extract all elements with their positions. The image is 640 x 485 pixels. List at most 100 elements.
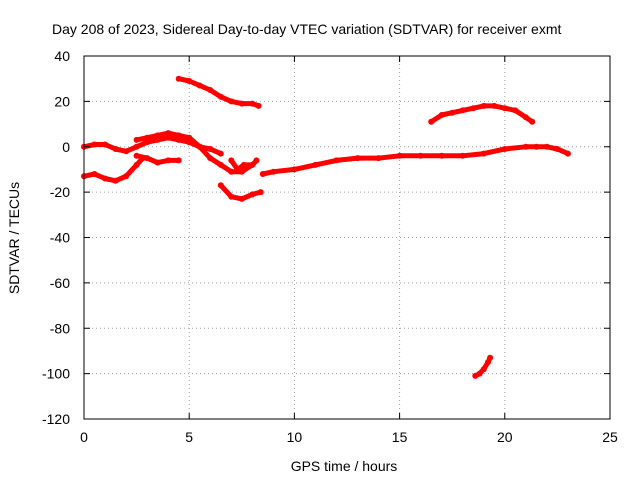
data-point-arc-8	[438, 152, 445, 159]
data-point-arc-8	[417, 152, 424, 159]
data-point-arc-3	[175, 157, 182, 164]
data-point-arc-4	[253, 157, 260, 164]
data-point-arc-3	[154, 159, 161, 166]
data-point-arc-1	[123, 148, 130, 155]
data-point-arc-8	[375, 155, 382, 162]
data-point-arc-5	[186, 78, 193, 84]
data-point-arc-2	[102, 175, 108, 182]
data-point-arc-5	[207, 87, 214, 93]
data-point-arc-3	[133, 152, 140, 159]
y-tick-label: 20	[54, 93, 70, 109]
data-point-arc-4	[228, 168, 235, 175]
data-point-arc-1	[217, 150, 224, 157]
data-point-arc-7	[228, 157, 235, 164]
y-tick-label: -80	[50, 320, 70, 336]
data-point-arc-1	[102, 141, 108, 148]
data-point-arc-4	[154, 132, 161, 139]
data-point-arc-10	[487, 354, 494, 361]
data-point-arc-6	[238, 195, 245, 202]
data-point-arc-8	[543, 143, 550, 150]
data-point-arc-8	[270, 168, 277, 175]
data-point-arc-8	[291, 166, 298, 173]
data-point-arc-8	[480, 150, 487, 157]
y-axis-label: SDTVAR / TECUs	[6, 182, 22, 294]
data-point-arc-5	[228, 98, 235, 105]
y-tick-label: -120	[42, 411, 70, 427]
x-tick-label: 5	[185, 429, 193, 445]
data-point-arc-1	[91, 141, 98, 148]
data-point-arc-1	[207, 146, 214, 152]
data-point-arc-4	[186, 134, 193, 141]
data-layer	[81, 75, 571, 379]
data-point-arc-8	[554, 146, 561, 152]
data-point-arc-4	[175, 132, 182, 139]
data-point-arc-8	[564, 150, 571, 157]
data-point-arc-4	[196, 143, 203, 150]
data-point-arc-4	[133, 136, 140, 143]
data-point-arc-1	[112, 146, 119, 152]
data-point-arc-9	[459, 107, 466, 114]
data-point-arc-2	[133, 161, 140, 168]
data-point-arc-4	[217, 161, 224, 168]
y-tick-label: 0	[62, 139, 70, 155]
series-line-arc-7	[228, 157, 255, 172]
y-tick-label: -20	[50, 184, 70, 200]
data-point-arc-4	[144, 134, 151, 141]
data-point-arc-7	[249, 161, 256, 168]
data-point-arc-8	[459, 152, 466, 159]
x-tick-label: 20	[497, 429, 513, 445]
data-point-arc-5	[255, 102, 262, 109]
data-point-arc-8	[533, 143, 540, 150]
data-point-arc-8	[501, 146, 508, 152]
data-point-arc-8	[312, 161, 319, 168]
data-point-arc-3	[165, 157, 172, 164]
data-point-arc-5	[196, 82, 203, 89]
y-tick-label: 40	[54, 48, 70, 64]
data-point-arc-5	[238, 100, 245, 107]
tick-layer: 0 5 10 15 20 25 -120 -100 -80 -60 -40 -20 0 20 40	[42, 48, 618, 445]
data-point-arc-9	[449, 109, 456, 116]
data-point-arc-6	[249, 191, 256, 198]
data-point-arc-9	[512, 107, 519, 114]
data-point-arc-5	[249, 100, 256, 107]
chart-title: Day 208 of 2023, Sidereal Day-to-day VTE…	[52, 21, 561, 37]
data-point-arc-9	[529, 118, 536, 125]
data-point-arc-9	[480, 102, 487, 109]
data-point-arc-7	[234, 166, 241, 173]
data-point-arc-6	[257, 189, 264, 196]
data-point-arc-2	[91, 171, 98, 177]
data-point-arc-2	[112, 177, 119, 184]
data-point-arc-1	[175, 136, 182, 143]
data-point-arc-9	[470, 105, 477, 112]
data-point-arc-8	[396, 152, 403, 159]
data-point-arc-10	[480, 366, 487, 373]
data-point-arc-5	[217, 93, 224, 100]
data-point-arc-10	[476, 370, 483, 377]
data-point-arc-1	[154, 136, 161, 143]
data-point-arc-6	[217, 182, 224, 189]
data-point-arc-5	[175, 75, 182, 82]
data-point-arc-2	[123, 173, 130, 180]
data-point-arc-9	[501, 105, 508, 112]
x-axis-label: GPS time / hours	[291, 458, 398, 474]
y-tick-label: -60	[50, 275, 70, 291]
data-point-arc-1	[144, 139, 151, 146]
data-point-arc-9	[438, 112, 445, 118]
x-tick-label: 10	[287, 429, 303, 445]
data-point-arc-8	[333, 157, 340, 164]
data-point-arc-9	[428, 118, 435, 125]
data-point-arc-8	[259, 171, 266, 177]
data-point-arc-4	[165, 130, 172, 137]
data-point-arc-4	[207, 155, 214, 162]
data-point-arc-9	[522, 114, 529, 121]
data-point-arc-3	[144, 155, 151, 162]
y-tick-label: -40	[50, 230, 70, 246]
data-point-arc-8	[354, 155, 361, 162]
data-point-arc-8	[522, 143, 529, 150]
data-point-arc-7	[240, 161, 247, 168]
grid-layer	[84, 56, 610, 419]
x-tick-label: 25	[602, 429, 618, 445]
